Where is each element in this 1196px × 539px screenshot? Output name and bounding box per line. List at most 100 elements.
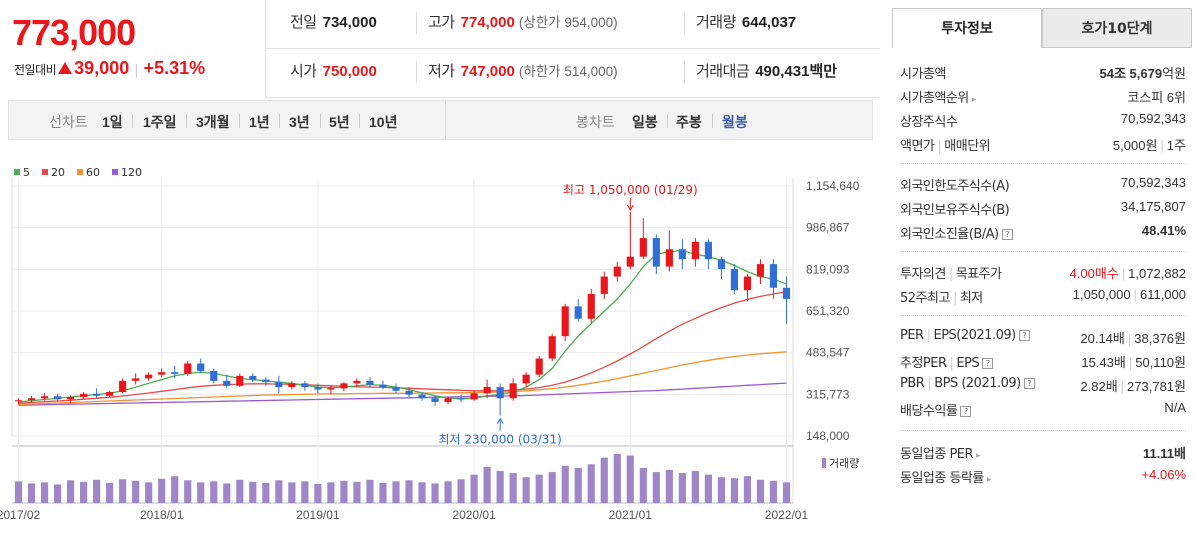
volume-bar xyxy=(652,472,660,503)
candle-body xyxy=(340,383,348,389)
volume-bar xyxy=(80,481,88,503)
chevron-right-icon: ▸ xyxy=(976,451,981,461)
volume-bar xyxy=(301,481,309,503)
candle-body xyxy=(93,393,101,396)
candle-body xyxy=(626,256,634,267)
foreign-ratio-number: 48.41% xyxy=(1141,223,1186,238)
tab-investment-info[interactable]: 투자정보 xyxy=(892,8,1042,48)
info-opinion: 투자의견 | 목표주가 4.00매수 | 1,072,882 xyxy=(900,263,1186,285)
candle xyxy=(132,373,140,385)
period-weekly[interactable]: 주봉 xyxy=(676,114,702,130)
candle-body xyxy=(743,276,752,291)
volume-bar xyxy=(457,479,465,503)
candle xyxy=(210,368,218,384)
candle-series xyxy=(14,211,791,416)
volume-bar xyxy=(171,476,179,503)
help-icon[interactable]: ? xyxy=(960,406,972,417)
candle-body xyxy=(40,396,49,399)
sector-change-value: +4.06% xyxy=(1142,467,1186,482)
period-3m[interactable]: 3개월 xyxy=(196,114,230,130)
week52-high-label: 52주최고 xyxy=(900,291,950,306)
pipe-separator: | xyxy=(948,267,953,282)
volume-bar xyxy=(405,480,413,503)
info-52week: 52주최고 | 최저 1,050,000 | 611,000 xyxy=(900,287,1186,309)
volume-bar xyxy=(223,483,231,503)
target-price-value: 1,072,882 xyxy=(1128,266,1186,281)
up-triangle-icon xyxy=(58,62,73,74)
prev-close: 전일 734,000 xyxy=(290,11,377,32)
period-3y[interactable]: 3년 xyxy=(289,114,310,130)
candle-body xyxy=(470,393,478,400)
candle-body xyxy=(574,306,582,319)
per-eps-label: PER | EPS(2021.09)? xyxy=(900,328,1030,343)
candle xyxy=(53,393,62,401)
info-foreign-ratio: 외국인소진율(B/A)? 48.41% xyxy=(900,223,1186,245)
candle-body xyxy=(457,398,465,400)
pipe-separator: | xyxy=(927,376,932,391)
legend-swatch-5 xyxy=(14,169,20,175)
dividend-value: N/A xyxy=(1164,400,1186,415)
volume-bar xyxy=(665,469,673,503)
low-arrowhead-icon xyxy=(496,417,504,424)
par-unit-value: 5,000원 | 1주 xyxy=(1113,135,1186,154)
candle xyxy=(483,379,491,399)
candle xyxy=(730,264,739,294)
change-amount: 39,000 xyxy=(74,58,130,78)
help-icon[interactable]: ? xyxy=(1018,330,1030,341)
candle-body xyxy=(691,241,699,260)
candle-body xyxy=(53,396,62,400)
candle xyxy=(40,393,49,401)
help-icon[interactable]: ? xyxy=(982,358,994,369)
volume-bar xyxy=(275,480,283,503)
candle xyxy=(509,378,517,401)
volume-value: 644,037 xyxy=(741,14,797,31)
change-percent: +5.31% xyxy=(143,58,206,78)
info-listed-shares: 상장주식수 70,592,343 xyxy=(900,111,1186,133)
candle-body xyxy=(119,380,127,393)
candle-chart-label: 봉차트 xyxy=(576,114,615,130)
candle xyxy=(275,375,283,394)
volume-bar xyxy=(379,482,387,503)
open-label: 시가 xyxy=(290,63,317,80)
right-panel: 투자정보 호가10단계 시가총액 54조 5,679억원 시가총액순위 ▸ 코스피… xyxy=(880,0,1196,539)
volume-bar xyxy=(600,457,608,503)
period-1d[interactable]: 1일 xyxy=(102,114,123,130)
help-icon[interactable]: ? xyxy=(1001,229,1013,240)
volume-bar xyxy=(691,471,699,503)
ma-line-60 xyxy=(18,351,787,406)
trade-amount: 거래대금 490,431백만 xyxy=(696,60,837,81)
volume-bars: 거래량 xyxy=(14,454,859,503)
candle xyxy=(600,271,608,299)
volume-bar xyxy=(119,479,127,503)
period-daily[interactable]: 일봉 xyxy=(632,114,658,130)
stock-chart[interactable]: 5 20 60 120 최고 1,050,000 (01/29) 최저 230,000 … xyxy=(0,148,880,539)
prev-close-label: 전일 xyxy=(290,14,317,31)
sector-change-label[interactable]: 동일업종 등락률 ▸ xyxy=(900,467,991,486)
legend-label-5: 5 xyxy=(23,166,30,179)
info-foreign-hold: 외국인보유주식수(B) 34,175,807 xyxy=(900,199,1186,221)
period-1w[interactable]: 1주일 xyxy=(143,114,177,130)
help-icon[interactable]: ? xyxy=(1023,378,1035,389)
candle-body xyxy=(600,276,608,294)
period-1y[interactable]: 1년 xyxy=(249,114,270,130)
tab-order-book[interactable]: 호가10단계 xyxy=(1042,8,1192,48)
x-tick-label: 2019/01 xyxy=(296,508,340,522)
candle xyxy=(106,390,114,398)
candle xyxy=(457,394,465,402)
market-cap-rank-label[interactable]: 시가총액순위 ▸ xyxy=(900,87,976,106)
pbr-label: PBR xyxy=(900,376,925,391)
sector-per-number: 11.11배 xyxy=(1142,446,1186,461)
candle xyxy=(119,378,127,394)
period-monthly[interactable]: 월봉 xyxy=(722,114,748,130)
est-eps-label: EPS xyxy=(956,356,980,371)
sector-per-label[interactable]: 동일업종 PER ▸ xyxy=(900,443,981,462)
volume-bar xyxy=(704,474,712,503)
volume-bar xyxy=(314,483,322,503)
toolbar-divider xyxy=(445,101,446,139)
period-10y[interactable]: 10년 xyxy=(369,114,398,130)
period-5y[interactable]: 5년 xyxy=(329,114,350,130)
candle-body xyxy=(509,383,517,399)
target-price-label: 목표주가 xyxy=(955,267,1002,282)
eps-label: EPS(2021.09) xyxy=(933,328,1016,343)
volume-bar xyxy=(483,466,491,503)
